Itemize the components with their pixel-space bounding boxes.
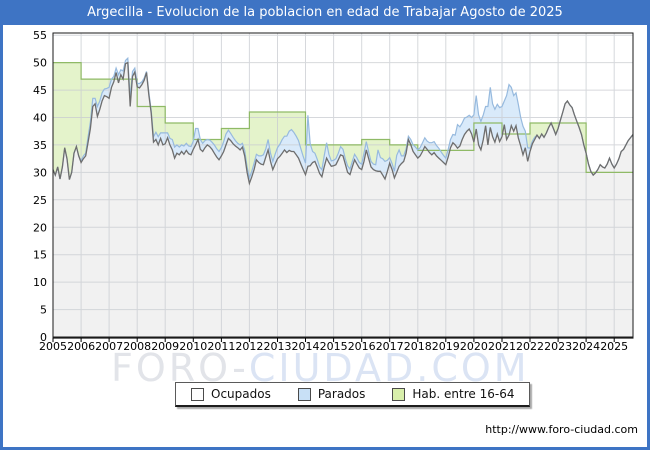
page-title: Argecilla - Evolucion de la poblacion en… [87,5,563,20]
svg-text:2018: 2018 [404,340,432,353]
legend-item-ocupados: Ocupados [191,387,271,401]
legend-item-parados: Parados [297,387,366,401]
svg-text:20: 20 [33,221,47,234]
svg-text:2017: 2017 [376,340,404,353]
svg-text:40: 40 [33,112,47,125]
svg-text:55: 55 [33,29,47,42]
hab-16-64-swatch-icon [392,387,406,401]
svg-text:2023: 2023 [544,340,572,353]
svg-text:2014: 2014 [292,340,320,353]
svg-text:2009: 2009 [151,340,179,353]
ocupados-line [52,61,634,186]
svg-text:2016: 2016 [348,340,376,353]
svg-text:2020: 2020 [460,340,488,353]
foro-ciudad-url-link[interactable]: http://www.foro-ciudad.com [485,423,638,436]
svg-text:2022: 2022 [516,340,544,353]
svg-text:2024: 2024 [572,340,600,353]
svg-text:2025: 2025 [600,340,628,353]
svg-text:35: 35 [33,139,47,152]
legend-label: Ocupados [211,387,271,401]
svg-text:50: 50 [33,57,47,70]
svg-text:10: 10 [33,276,47,289]
svg-text:2007: 2007 [95,340,123,353]
svg-text:0: 0 [40,331,47,344]
svg-text:5: 5 [40,304,47,317]
legend-label: Parados [317,387,366,401]
svg-text:2021: 2021 [488,340,516,353]
svg-text:15: 15 [33,249,47,262]
svg-text:2008: 2008 [123,340,151,353]
x-axis-labels: 2005 2006 2007 2008 2009 2010 2011 2012 2013 2014… [39,340,628,353]
chart-title-bar: Argecilla - Evolucion de la poblacion en… [3,0,647,25]
ocupados-swatch-icon [191,387,204,401]
svg-text:2015: 2015 [320,340,348,353]
svg-text:45: 45 [33,84,47,97]
svg-text:2012: 2012 [235,340,263,353]
legend-item-hab-16-64: Hab. entre 16-64 [392,387,514,401]
svg-text:2006: 2006 [67,340,95,353]
gridlines [53,33,633,337]
hab-16-64-line [53,62,633,173]
legend-label: Hab. entre 16-64 [412,387,515,401]
parados-swatch-icon [297,387,311,401]
svg-text:2005: 2005 [39,340,67,353]
chart-legend: Ocupados Parados Hab. entre 16-64 [175,382,531,407]
svg-text:2011: 2011 [207,340,235,353]
svg-text:30: 30 [33,166,47,179]
svg-text:2019: 2019 [432,340,460,353]
axis-ticks [52,338,615,342]
y-axis-labels: 0 5 10 15 20 25 30 35 40 45 50 55 [33,29,47,344]
svg-text:25: 25 [33,194,47,207]
svg-text:2013: 2013 [264,340,292,353]
svg-text:2010: 2010 [179,340,207,353]
